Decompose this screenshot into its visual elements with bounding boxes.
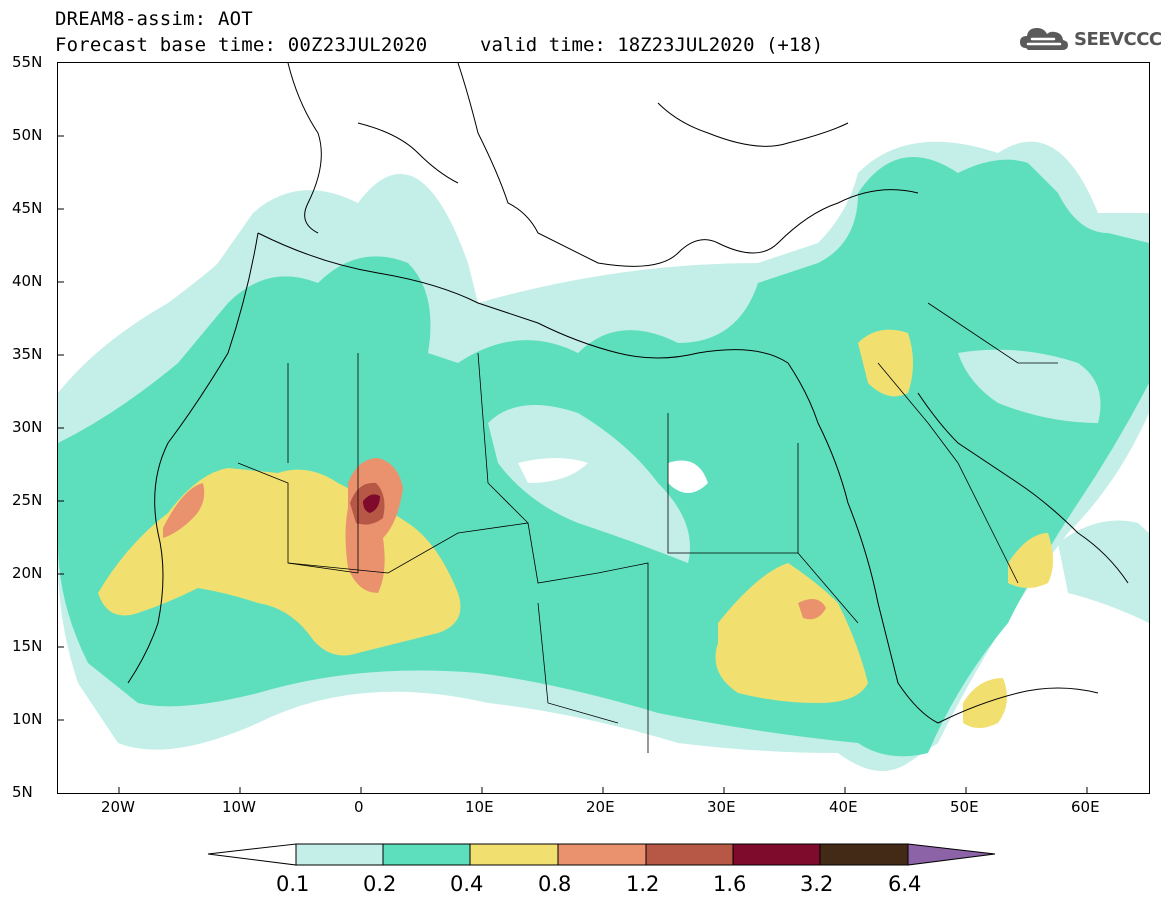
colorbar-swatch-1 bbox=[295, 843, 384, 866]
aot-layer-0-4-iraq bbox=[858, 329, 913, 397]
colorbar-label-0-2: 0.2 bbox=[363, 872, 397, 896]
lat-label-5n: 5N bbox=[12, 783, 33, 801]
lat-label-20n: 20N bbox=[12, 564, 43, 582]
lat-label-50n: 50N bbox=[12, 126, 43, 144]
aot-clear-egypt bbox=[518, 458, 588, 483]
lat-label-55n: 55N bbox=[12, 53, 43, 71]
valid-time: valid time: 18Z23JUL2020 (+18) bbox=[480, 34, 824, 56]
colorbar bbox=[207, 843, 996, 866]
aot-clear-iran bbox=[958, 349, 1101, 423]
lon-label-30e: 30E bbox=[707, 798, 736, 816]
lon-label-40e: 40E bbox=[829, 798, 858, 816]
lat-label-25n: 25N bbox=[12, 491, 43, 509]
colorbar-swatch-7 bbox=[819, 843, 909, 866]
colorbar-swatch-4 bbox=[557, 843, 647, 866]
lon-label-10e: 10E bbox=[465, 798, 494, 816]
aot-layer-1-6 bbox=[363, 494, 380, 513]
lon-label-0: 0 bbox=[354, 798, 364, 816]
aot-layer-0-4-sudan bbox=[715, 563, 868, 703]
colorbar-swatch-6 bbox=[732, 843, 821, 866]
colorbar-label-1-2: 1.2 bbox=[626, 872, 660, 896]
colorbar-label-0-1: 0.1 bbox=[276, 872, 310, 896]
aot-map bbox=[57, 62, 1150, 794]
aot-layer-0-4-oman bbox=[1008, 533, 1053, 588]
colorbar-label-0-8: 0.8 bbox=[538, 872, 572, 896]
lat-label-30n: 30N bbox=[12, 418, 43, 436]
colorbar-swatch-3 bbox=[469, 843, 559, 866]
aot-clear-egypt2 bbox=[668, 460, 708, 493]
chart-title: DREAM8-assim: AOT bbox=[55, 8, 253, 30]
lon-label-20w: 20W bbox=[101, 798, 135, 816]
colorbar-swatch-2 bbox=[382, 843, 471, 866]
lon-label-50e: 50E bbox=[950, 798, 979, 816]
lat-label-40n: 40N bbox=[12, 272, 43, 290]
colorbar-swatch-5 bbox=[645, 843, 734, 866]
logo-text: SEEVCCC bbox=[1074, 28, 1162, 50]
colorbar-label-1-6: 1.6 bbox=[713, 872, 747, 896]
lat-label-45n: 45N bbox=[12, 199, 43, 217]
aot-field bbox=[58, 63, 1149, 793]
cloud-icon bbox=[1020, 28, 1068, 50]
lon-label-20e: 20E bbox=[586, 798, 615, 816]
coastlines bbox=[127, 63, 1129, 724]
lat-label-10n: 10N bbox=[12, 710, 43, 728]
forecast-base-time: Forecast base time: 00Z23JUL2020 bbox=[55, 34, 428, 56]
colorbar-upper-arrow bbox=[907, 843, 996, 866]
colorbar-label-3-2: 3.2 bbox=[800, 872, 834, 896]
aot-layer-0-8-mauritania bbox=[163, 483, 205, 538]
aot-clear-libya bbox=[488, 405, 690, 563]
aot-clear-arabian-sea bbox=[1058, 520, 1149, 623]
aot-layer-0-8-sudan bbox=[798, 599, 826, 620]
lon-label-60e: 60E bbox=[1071, 798, 1100, 816]
map-ticks bbox=[58, 135, 1088, 793]
colorbar-label-6-4: 6.4 bbox=[888, 872, 922, 896]
country-borders bbox=[237, 302, 1058, 753]
lat-label-35n: 35N bbox=[12, 345, 43, 363]
colorbar-label-0-4: 0.4 bbox=[450, 872, 484, 896]
colorbar-lower-arrow bbox=[207, 843, 297, 866]
lon-label-10w: 10W bbox=[222, 798, 256, 816]
lat-label-15n: 15N bbox=[12, 637, 43, 655]
seevccc-logo: SEEVCCC bbox=[1018, 24, 1162, 54]
